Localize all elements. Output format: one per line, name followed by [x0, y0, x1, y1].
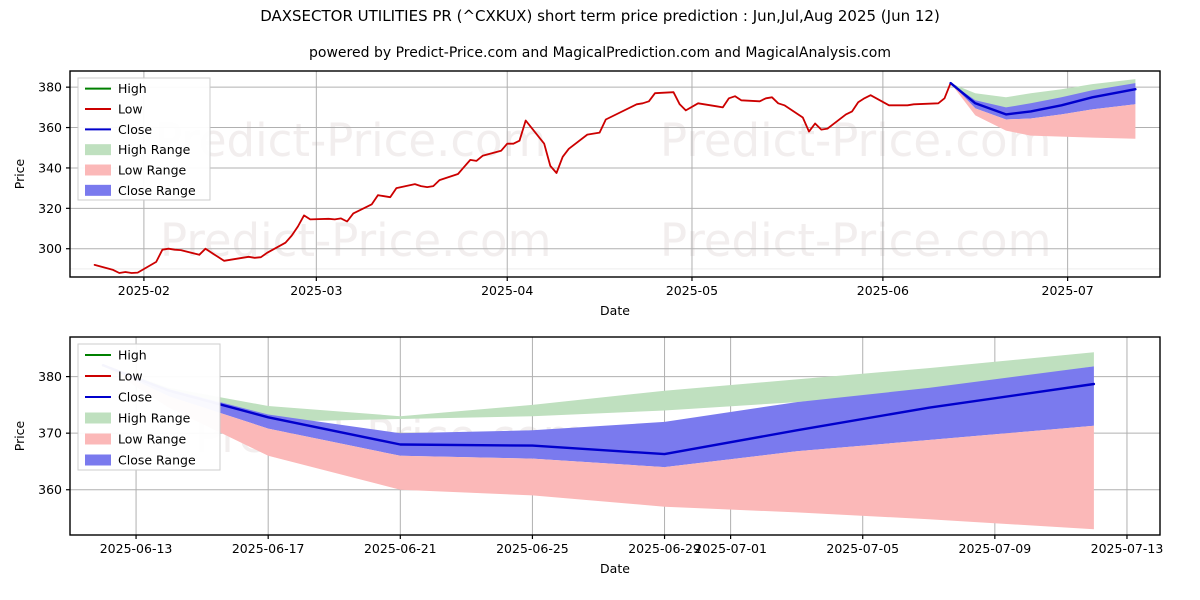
- legend-band-swatch: [85, 412, 111, 424]
- legend-band-swatch: [85, 144, 111, 156]
- y-axis-label: Price: [12, 420, 27, 451]
- legend-item-label: High: [118, 81, 147, 96]
- legend-item-high-range[interactable]: High Range: [85, 142, 191, 157]
- x-tick-label: 2025-07: [1042, 283, 1094, 298]
- x-tick-label: 2025-03: [290, 283, 342, 298]
- watermark-text: Predict-Price.com: [160, 214, 551, 267]
- legend-band-swatch: [85, 433, 111, 445]
- legend-item-low[interactable]: Low: [85, 369, 143, 384]
- legend-item-low-range[interactable]: Low Range: [85, 432, 187, 447]
- legend-item-low-range[interactable]: Low Range: [85, 163, 187, 178]
- y-tick-label: 300: [38, 241, 62, 256]
- watermark-text: Predict-Price.com: [155, 114, 546, 167]
- series-line-low: [93, 82, 952, 274]
- legend-item-label: Low Range: [118, 432, 187, 447]
- x-axis-label: Date: [600, 561, 630, 576]
- legend-item-label: Low: [118, 369, 143, 384]
- x-tick-label: 2025-02: [118, 283, 170, 298]
- legend-box: [77, 343, 221, 471]
- watermark-text: Predict-Price.com: [660, 214, 1051, 267]
- legend: High Low Close High Range Low Range Close Ran…: [77, 343, 221, 471]
- x-tick-label: 2025-07-01: [694, 541, 767, 556]
- x-tick-label: 2025-06-29: [628, 541, 701, 556]
- legend-item-low[interactable]: Low: [85, 102, 143, 117]
- y-tick-label: 360: [38, 482, 62, 497]
- watermark-text: Predict-Price.com: [660, 114, 1051, 167]
- legend-item-label: Close Range: [118, 453, 196, 468]
- x-axis-label: Date: [600, 303, 630, 318]
- y-tick-label: 340: [38, 160, 62, 175]
- band-low-range: [950, 83, 1136, 139]
- legend-item-label: Low Range: [118, 163, 187, 178]
- y-axis-label: Price: [12, 158, 27, 189]
- legend-item-close-range[interactable]: Close Range: [85, 183, 196, 198]
- legend-item-label: High Range: [118, 411, 191, 426]
- legend-item-high-range[interactable]: High Range: [85, 411, 191, 426]
- x-tick-label: 2025-06-21: [364, 541, 437, 556]
- legend-item-close-range[interactable]: Close Range: [85, 453, 196, 468]
- x-tick-label: 2025-06: [857, 283, 909, 298]
- plot-frame: [69, 336, 1161, 536]
- x-axis: 2025-06-13 2025-06-17 2025-06-21 2025-06-25…: [100, 535, 1164, 556]
- x-tick-label: 2025-06-25: [496, 541, 569, 556]
- legend-band-swatch: [85, 454, 111, 466]
- y-axis: 300 320 340 360 380: [38, 80, 70, 256]
- plot-frame: [69, 70, 1161, 278]
- legend-item-close[interactable]: Close: [85, 390, 152, 405]
- bands-group: [103, 352, 1094, 530]
- band-low-range: [103, 365, 1094, 530]
- legend: High Low Close High Range Low Range Close Ran…: [77, 77, 211, 201]
- legend-item-close[interactable]: Close: [85, 122, 152, 137]
- x-tick-label: 2025-06-13: [100, 541, 173, 556]
- page-title: DAXSECTOR UTILITIES PR (^CXKUX) short te…: [260, 7, 940, 25]
- x-tick-label: 2025-06-17: [232, 541, 305, 556]
- y-tick-label: 380: [38, 80, 62, 95]
- band-high-range: [103, 352, 1094, 422]
- y-tick-label: 370: [38, 426, 62, 441]
- y-tick-label: 320: [38, 201, 62, 216]
- legend-item-label: Low: [118, 102, 143, 117]
- x-tick-label: 2025-04: [481, 283, 533, 298]
- band-close-range: [103, 365, 1094, 468]
- legend-band-swatch: [85, 164, 111, 176]
- x-tick-label: 2025-05: [666, 283, 718, 298]
- chart-panel-overview: Predict-Price.com Predict-Price.com Predic…: [12, 70, 1161, 318]
- legend-item-high[interactable]: High: [85, 81, 147, 96]
- legend-item-label: High Range: [118, 142, 191, 157]
- legend-box: [77, 77, 211, 201]
- y-tick-label: 380: [38, 369, 62, 384]
- band-high-range: [950, 79, 1136, 110]
- legend-item-label: Close: [118, 390, 152, 405]
- y-tick-label: 360: [38, 120, 62, 135]
- page-subtitle: powered by Predict-Price.com and Magical…: [309, 45, 891, 61]
- x-axis: 2025-02 2025-03 2025-04 2025-05 2025-06 2025-…: [118, 277, 1094, 298]
- series-line-close: [949, 81, 1137, 116]
- x-tick-label: 2025-07-13: [1091, 541, 1164, 556]
- legend-item-label: Close Range: [118, 183, 196, 198]
- x-tick-label: 2025-07-05: [826, 541, 899, 556]
- watermark-group: Predict-Price.com Predict-Price.com Predic…: [155, 114, 1051, 267]
- legend-item-high[interactable]: High: [85, 348, 147, 363]
- series-group: [93, 81, 1137, 274]
- y-axis: 360 370 380: [38, 369, 70, 497]
- x-tick-label: 2025-07-09: [959, 541, 1032, 556]
- legend-band-swatch: [85, 184, 111, 196]
- legend-item-label: Close: [118, 122, 152, 137]
- legend-item-label: High: [118, 348, 147, 363]
- chart-panel-forecast-detail: Predict-Price.comPredict-Price.com360370…: [12, 336, 1164, 576]
